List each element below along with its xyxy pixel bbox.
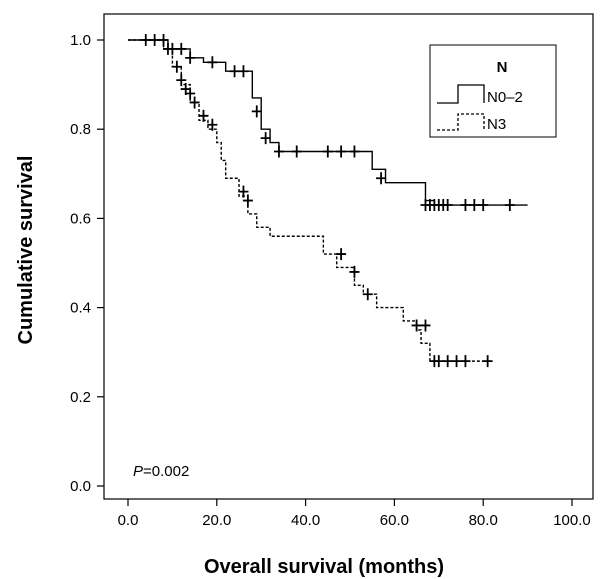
censor-mark-n3 — [189, 96, 200, 109]
censor-mark-n3 — [207, 118, 218, 131]
censor-mark-n0-2 — [376, 172, 387, 185]
legend-label-n0-2: N0–2 — [487, 89, 523, 106]
censor-mark-n3 — [362, 288, 373, 301]
censor-mark-n3 — [242, 194, 253, 207]
censor-mark-n0-2 — [273, 145, 284, 158]
p-value-annotation: P=0.002 — [133, 463, 189, 480]
censor-mark-n0-2 — [442, 199, 453, 212]
censor-mark-n3 — [482, 355, 493, 368]
censor-mark-n0-2 — [478, 199, 489, 212]
censor-mark-n0-2 — [460, 199, 471, 212]
x-tick-label: 0.0 — [118, 512, 139, 529]
censor-mark-n0-2 — [336, 145, 347, 158]
censor-mark-n0-2 — [504, 199, 515, 212]
censor-mark-n3 — [176, 74, 187, 87]
censor-mark-n0-2 — [349, 145, 360, 158]
survival-curves — [128, 34, 528, 368]
legend-label-n3: N3 — [487, 116, 506, 133]
x-tick-label: 80.0 — [469, 512, 498, 529]
censor-mark-n3 — [238, 185, 249, 198]
x-tick-label: 60.0 — [380, 512, 409, 529]
legend-title: N — [497, 59, 508, 76]
censor-mark-n0-2 — [176, 42, 187, 55]
y-tick-label: 0.6 — [70, 210, 91, 227]
censor-mark-n3 — [349, 265, 360, 278]
axis-ticks: 0.0 20.0 40.0 60.0 80.0 100.0 0.0 0.2 0.4 0.6 0.8 1… — [70, 32, 591, 529]
y-tick-label: 0.2 — [70, 389, 91, 406]
censor-mark-n3 — [336, 248, 347, 261]
censor-mark-n3 — [451, 355, 462, 368]
censor-mark-n0-2 — [238, 65, 249, 78]
censor-mark-n3 — [171, 60, 182, 73]
censor-mark-n0-2 — [229, 65, 240, 78]
plot-frame — [103, 13, 594, 500]
censor-mark-n0-2 — [322, 145, 333, 158]
censor-mark-n3 — [411, 319, 422, 332]
censor-mark-n0-2 — [291, 145, 302, 158]
censor-mark-n3 — [198, 109, 209, 122]
y-tick-label: 0.0 — [70, 478, 91, 495]
x-axis-title: Overall survival (months) — [204, 556, 444, 578]
legend-swatch-n3 — [437, 113, 485, 131]
legend-swatch-n0-2 — [437, 84, 485, 104]
censor-mark-n3 — [442, 355, 453, 368]
x-tick-label: 100.0 — [553, 512, 591, 529]
censor-mark-n0-2 — [251, 105, 262, 118]
p-value-italic: P — [133, 463, 143, 480]
censor-mark-n3 — [162, 42, 173, 55]
legend: N N0–2 N3 — [429, 44, 557, 138]
censor-mark-n3 — [433, 355, 444, 368]
y-tick-label: 1.0 — [70, 32, 91, 49]
censor-mark-n3 — [420, 319, 431, 332]
censor-mark-n0-2 — [207, 56, 218, 69]
censor-mark-n0-2 — [185, 51, 196, 64]
y-tick-label: 0.8 — [70, 121, 91, 138]
censor-mark-n3 — [185, 87, 196, 100]
x-tick-label: 40.0 — [291, 512, 320, 529]
y-tick-label: 0.4 — [70, 300, 91, 317]
y-axis-title: Cumulative survival — [15, 156, 37, 345]
censor-mark-n0-2 — [469, 199, 480, 212]
legend-box — [429, 44, 557, 138]
p-value-rest: =0.002 — [143, 463, 189, 480]
x-tick-label: 20.0 — [202, 512, 231, 529]
censor-mark-n3 — [460, 355, 471, 368]
censor-mark-n0-2 — [260, 132, 271, 145]
